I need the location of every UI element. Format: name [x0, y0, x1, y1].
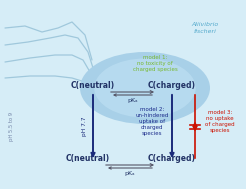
Text: model 3:
no uptake
of charged
species: model 3: no uptake of charged species — [205, 110, 235, 133]
Text: pKₐ: pKₐ — [125, 171, 135, 176]
Text: C(charged): C(charged) — [148, 154, 196, 163]
Text: pH 5.5 to 9: pH 5.5 to 9 — [10, 112, 15, 141]
Text: pH 7.7: pH 7.7 — [82, 117, 87, 136]
Text: model 1:
no toxicity of
charged species: model 1: no toxicity of charged species — [133, 55, 177, 72]
Ellipse shape — [80, 52, 210, 124]
Text: Aliivibrio
fischeri: Aliivibrio fischeri — [191, 22, 219, 34]
Text: model 2:
un-hindered
uptake of
charged
species: model 2: un-hindered uptake of charged s… — [135, 107, 169, 136]
Text: pKₐ: pKₐ — [127, 98, 138, 103]
Text: C(charged): C(charged) — [148, 81, 196, 90]
Ellipse shape — [94, 58, 196, 118]
Text: C(neutral): C(neutral) — [66, 154, 110, 163]
Text: C(neutral): C(neutral) — [71, 81, 115, 90]
